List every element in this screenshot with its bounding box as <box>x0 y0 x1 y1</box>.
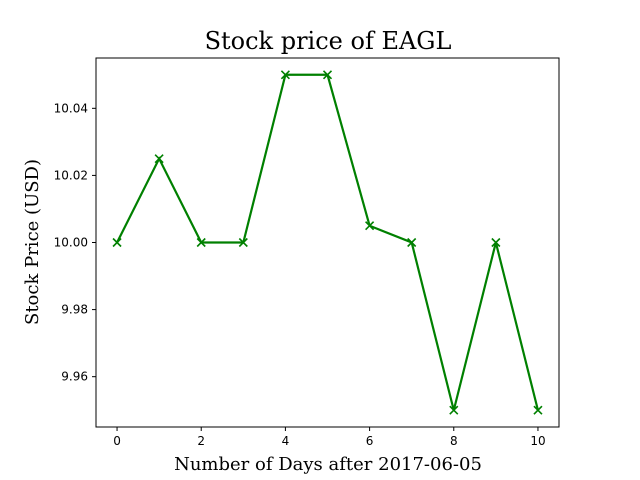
data-point <box>322 70 333 80</box>
series-group <box>112 70 543 415</box>
data-point <box>365 221 375 231</box>
x-tick-label: 4 <box>282 434 290 448</box>
y-tick-label: 10.02 <box>54 168 88 182</box>
data-point <box>154 154 164 164</box>
data-point <box>491 237 501 248</box>
x-axis-label: Number of Days after 2017-06-05 <box>174 454 482 475</box>
data-point <box>449 405 459 415</box>
y-tick-label: 9.96 <box>61 370 88 384</box>
x-axis: 0 2 4 6 8 10 <box>113 427 546 448</box>
x-tick-label: 0 <box>113 434 121 448</box>
y-tick-label: 10.04 <box>54 101 88 115</box>
x-tick-label: 6 <box>366 434 374 448</box>
plot-area: 0 2 4 6 8 10 9.96 9.98 10.00 10.02 10.04 <box>54 57 560 448</box>
data-point <box>533 405 543 415</box>
data-point <box>407 237 417 248</box>
axes-frame <box>95 57 560 428</box>
data-point <box>112 237 122 248</box>
chart-title: Stock price of EAGL <box>205 27 452 55</box>
y-tick-label: 10.00 <box>54 236 88 250</box>
x-tick-label: 8 <box>450 434 458 448</box>
data-point <box>280 70 290 80</box>
y-axis-label: Stock Price (USD) <box>22 159 43 325</box>
data-point <box>196 237 206 248</box>
series-line <box>116 73 540 411</box>
y-tick-label: 9.98 <box>61 303 88 317</box>
y-axis: 9.96 9.98 10.00 10.02 10.04 <box>54 101 96 384</box>
x-tick-label: 10 <box>530 434 545 448</box>
data-point <box>238 237 248 248</box>
x-tick-label: 2 <box>197 434 205 448</box>
